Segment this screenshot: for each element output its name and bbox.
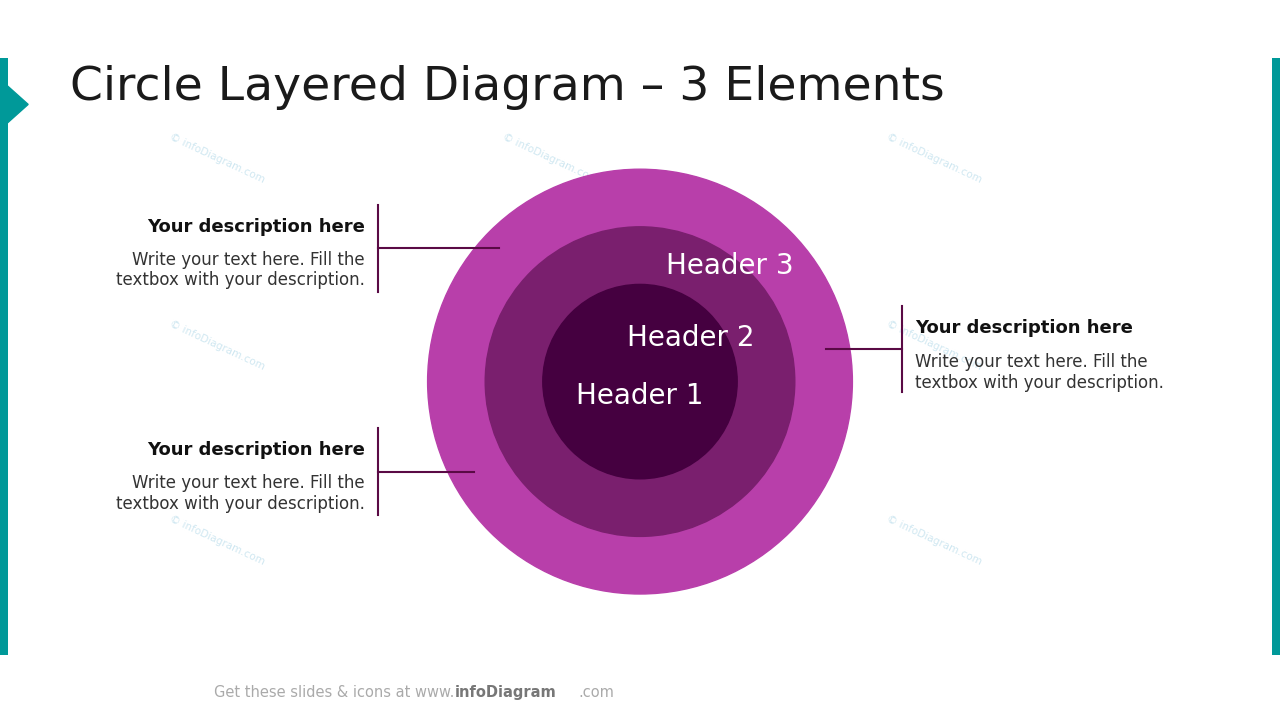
- Text: Header 1: Header 1: [576, 382, 704, 410]
- Text: Header 3: Header 3: [666, 253, 794, 280]
- Text: infoDiagram: infoDiagram: [454, 685, 556, 700]
- Text: Your description here: Your description here: [147, 217, 365, 235]
- Text: © infoDiagram.com: © infoDiagram.com: [886, 513, 983, 567]
- Text: Write your text here. Fill the
textbox with your description.: Write your text here. Fill the textbox w…: [116, 474, 365, 513]
- Bar: [0, 58, 8, 655]
- Ellipse shape: [485, 227, 795, 536]
- Text: Your description here: Your description here: [147, 441, 365, 459]
- Text: © infoDiagram.com: © infoDiagram.com: [502, 319, 599, 372]
- Text: © infoDiagram.com: © infoDiagram.com: [886, 319, 983, 372]
- Text: .com: .com: [579, 685, 614, 700]
- Polygon shape: [0, 79, 28, 130]
- Ellipse shape: [543, 284, 737, 479]
- Text: Circle Layered Diagram – 3 Elements: Circle Layered Diagram – 3 Elements: [70, 65, 945, 109]
- Text: Write your text here. Fill the
textbox with your description.: Write your text here. Fill the textbox w…: [116, 251, 365, 289]
- Text: Header 2: Header 2: [627, 325, 755, 352]
- Text: Your description here: Your description here: [915, 318, 1133, 336]
- Ellipse shape: [428, 169, 852, 594]
- Text: © infoDiagram.com: © infoDiagram.com: [169, 513, 266, 567]
- Bar: [1272, 58, 1280, 655]
- Text: Write your text here. Fill the
textbox with your description.: Write your text here. Fill the textbox w…: [915, 353, 1164, 392]
- Text: © infoDiagram.com: © infoDiagram.com: [169, 132, 266, 185]
- Text: © infoDiagram.com: © infoDiagram.com: [502, 132, 599, 185]
- Text: © infoDiagram.com: © infoDiagram.com: [886, 132, 983, 185]
- Text: © infoDiagram.com: © infoDiagram.com: [502, 513, 599, 567]
- Text: Get these slides & icons at www.: Get these slides & icons at www.: [214, 685, 454, 700]
- Text: © infoDiagram.com: © infoDiagram.com: [169, 319, 266, 372]
